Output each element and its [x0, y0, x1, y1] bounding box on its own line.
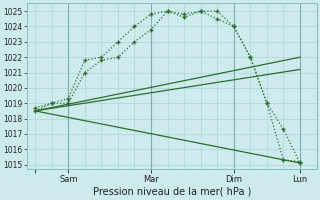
- X-axis label: Pression niveau de la mer( hPa ): Pression niveau de la mer( hPa ): [92, 187, 251, 197]
